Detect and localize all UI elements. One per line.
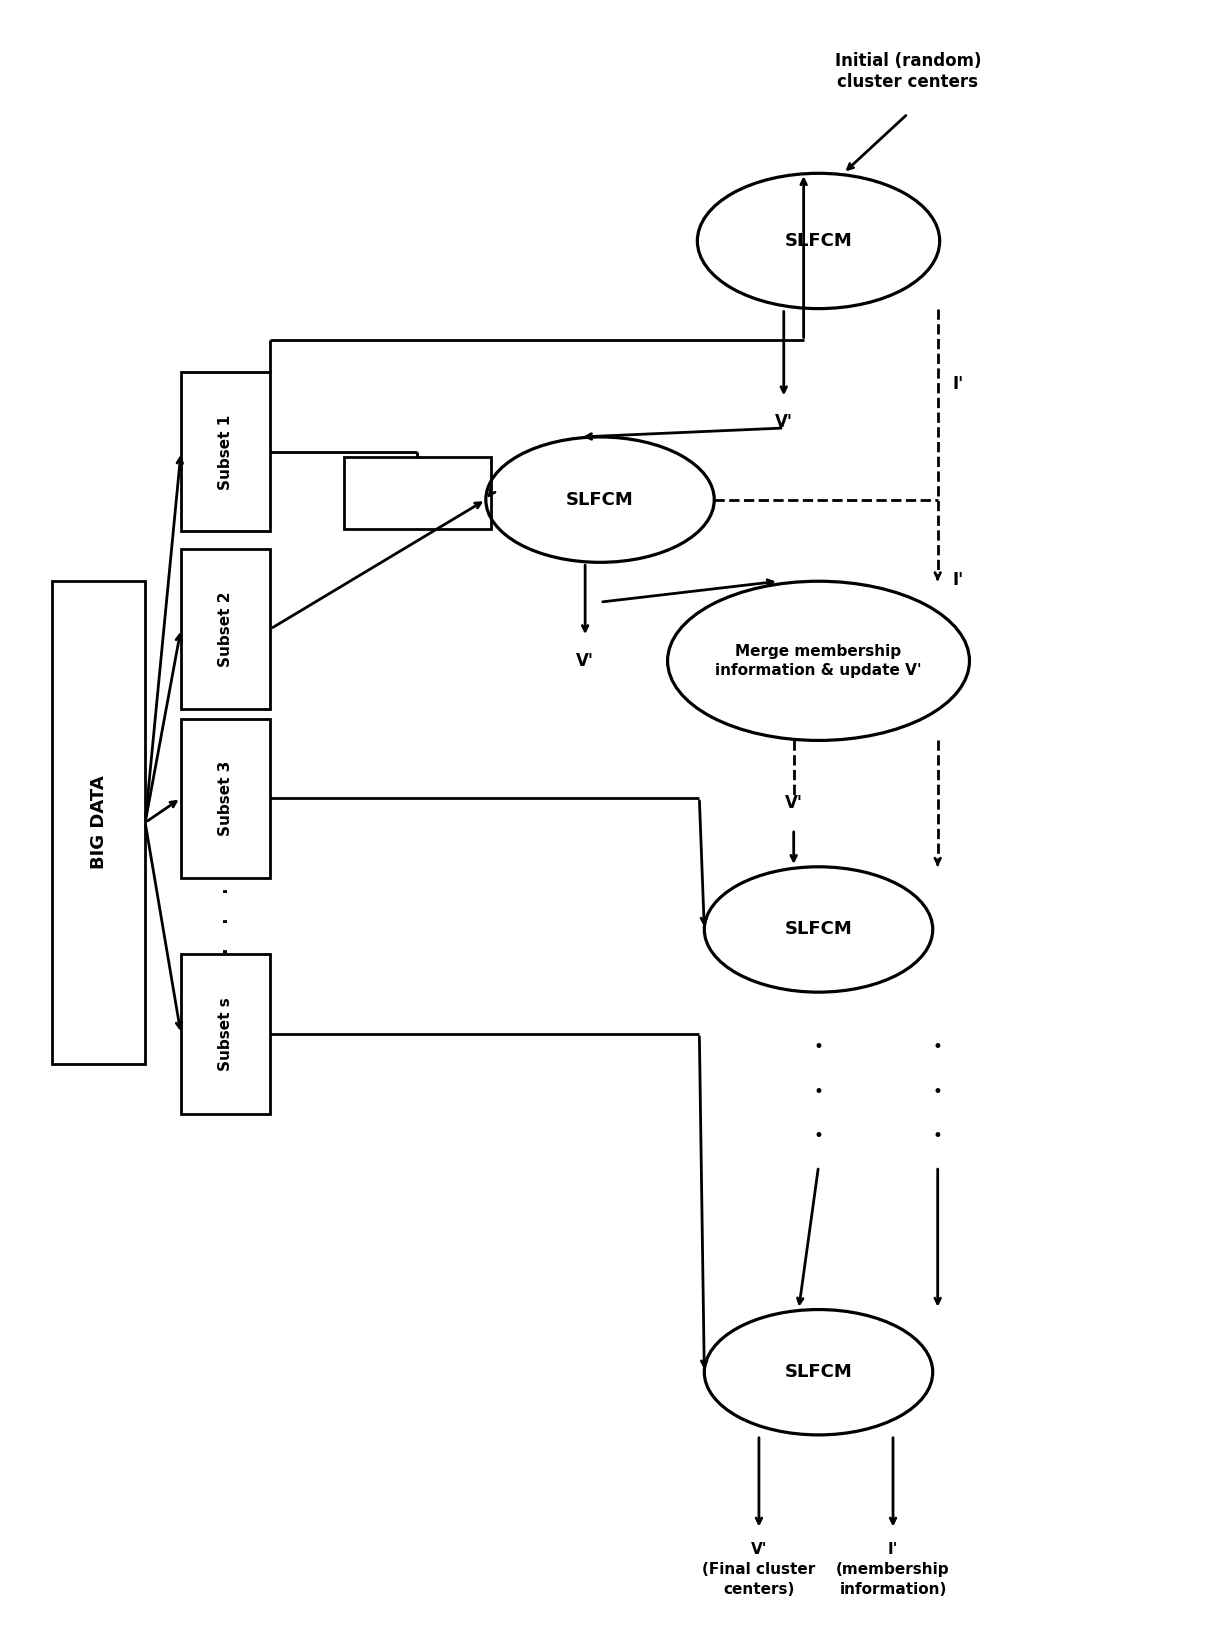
Text: V'
(Final cluster
centers): V' (Final cluster centers) [702, 1543, 815, 1597]
Text: V': V' [785, 794, 803, 812]
Text: •: • [814, 1082, 823, 1101]
Bar [180, 373, 270, 531]
Text: I'
(membership
information): I' (membership information) [836, 1543, 949, 1597]
Bar [180, 954, 270, 1114]
Text: Merge membership
information & update V': Merge membership information & update V' [716, 644, 922, 678]
Bar [180, 549, 270, 708]
Text: Subset 1: Subset 1 [218, 414, 234, 490]
Bar [180, 718, 270, 878]
Text: •: • [932, 1127, 942, 1145]
Text: I': I' [953, 375, 964, 393]
Bar [52, 581, 145, 1064]
Text: Subset 2: Subset 2 [218, 591, 234, 667]
Text: V': V' [775, 412, 793, 431]
Text: V': V' [576, 652, 595, 670]
Text: I': I' [953, 571, 964, 589]
Text: ·: · [211, 942, 239, 952]
Text: Subset s: Subset s [218, 997, 234, 1071]
Text: Initial (random)
cluster centers: Initial (random) cluster centers [834, 51, 981, 91]
Text: •: • [814, 1038, 823, 1056]
Text: •: • [932, 1082, 942, 1101]
Text: SLFCM: SLFCM [567, 490, 633, 508]
Text: ·: · [211, 883, 239, 893]
Bar [344, 457, 490, 530]
Text: Subset 3: Subset 3 [218, 761, 234, 837]
Text: SLFCM: SLFCM [785, 921, 853, 939]
Text: SLFCM: SLFCM [785, 1363, 853, 1381]
Text: ·: · [211, 912, 239, 922]
Text: SLFCM: SLFCM [785, 233, 853, 249]
Text: •: • [932, 1038, 942, 1056]
Text: BIG DATA: BIG DATA [90, 776, 108, 870]
Text: •: • [814, 1127, 823, 1145]
